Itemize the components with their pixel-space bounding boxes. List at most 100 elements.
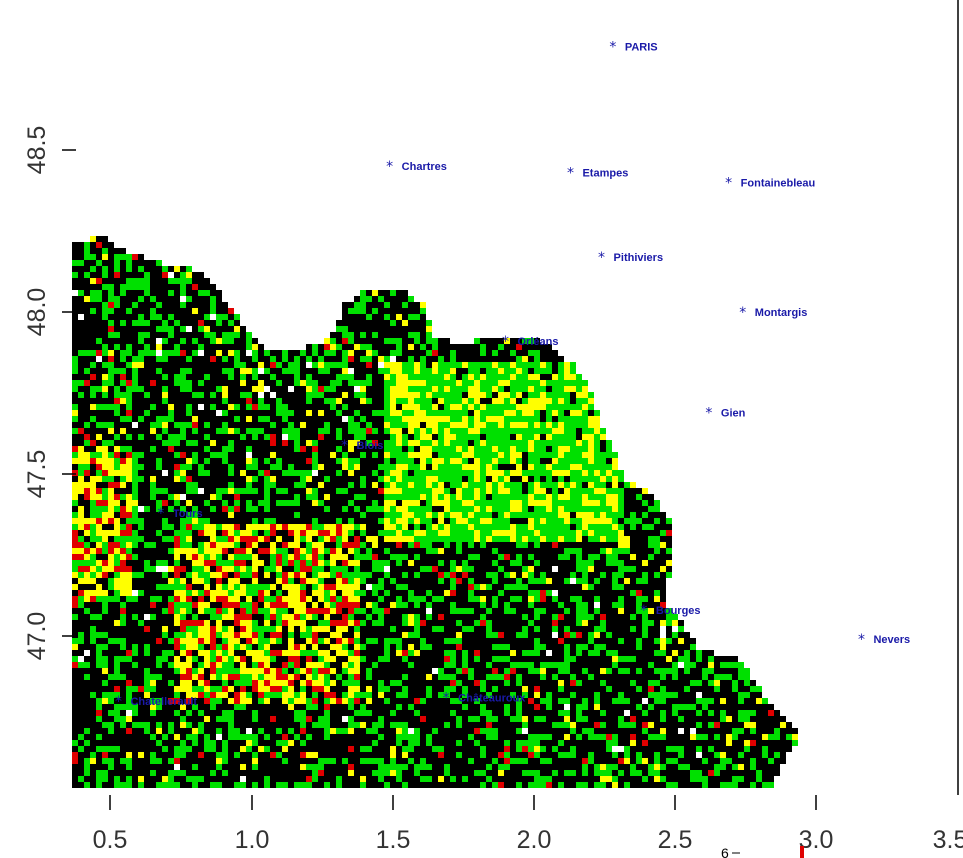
raster-cell <box>186 356 192 362</box>
raster-cell <box>498 338 504 344</box>
raster-cell <box>264 494 270 500</box>
raster-cell <box>138 620 144 626</box>
raster-cell <box>468 566 474 572</box>
raster-cell <box>288 380 294 386</box>
raster-cell <box>84 470 90 476</box>
raster-cell <box>438 386 444 392</box>
raster-cell <box>504 452 510 458</box>
raster-cell <box>570 452 576 458</box>
raster-cell <box>234 464 240 470</box>
raster-cell <box>336 368 342 374</box>
raster-cell <box>180 596 186 602</box>
raster-cell <box>216 380 222 386</box>
raster-cell <box>210 386 216 392</box>
raster-cell <box>234 416 240 422</box>
raster-cell <box>390 512 396 518</box>
raster-cell <box>528 350 534 356</box>
raster-cell <box>234 452 240 458</box>
raster-cell <box>102 350 108 356</box>
raster-cell <box>468 524 474 530</box>
raster-cell <box>186 380 192 386</box>
raster-cell <box>90 614 96 620</box>
raster-cell <box>498 560 504 566</box>
raster-cell <box>300 422 306 428</box>
raster-cell <box>396 596 402 602</box>
raster-cell <box>144 368 150 374</box>
raster-cell <box>336 326 342 332</box>
raster-cell <box>192 494 198 500</box>
raster-cell <box>360 290 366 296</box>
raster-cell <box>462 506 468 512</box>
raster-cell <box>174 392 180 398</box>
raster-cell <box>384 524 390 530</box>
raster-cell <box>72 488 78 494</box>
raster-cell <box>168 620 174 626</box>
raster-cell <box>210 500 216 506</box>
raster-cell <box>96 548 102 554</box>
raster-cell <box>132 506 138 512</box>
raster-cell <box>324 338 330 344</box>
raster-cell <box>288 368 294 374</box>
raster-cell <box>102 332 108 338</box>
raster-cell <box>468 512 474 518</box>
raster-cell <box>456 410 462 416</box>
raster-cell <box>432 548 438 554</box>
raster-cell <box>120 374 126 380</box>
raster-cell <box>216 440 222 446</box>
raster-cell <box>276 488 282 494</box>
raster-cell <box>456 554 462 560</box>
raster-cell <box>630 578 636 584</box>
raster-cell <box>630 554 636 560</box>
raster-cell <box>552 584 558 590</box>
raster-cell <box>234 368 240 374</box>
raster-cell <box>450 416 456 422</box>
raster-cell <box>612 524 618 530</box>
raster-cell <box>366 476 372 482</box>
raster-cell <box>498 434 504 440</box>
raster-cell <box>546 620 552 626</box>
raster-cell <box>534 614 540 620</box>
raster-cell <box>234 524 240 530</box>
raster-cell <box>156 542 162 548</box>
raster-cell <box>564 620 570 626</box>
raster-cell <box>84 314 90 320</box>
raster-cell <box>354 560 360 566</box>
raster-cell <box>594 434 600 440</box>
raster-cell <box>528 344 534 350</box>
raster-cell <box>270 362 276 368</box>
raster-cell <box>342 350 348 356</box>
raster-cell <box>192 560 198 566</box>
raster-cell <box>162 512 168 518</box>
raster-cell <box>72 344 78 350</box>
raster-cell <box>234 386 240 392</box>
raster-cell <box>564 380 570 386</box>
raster-cell <box>450 386 456 392</box>
raster-cell <box>108 416 114 422</box>
raster-cell <box>84 476 90 482</box>
raster-cell <box>162 554 168 560</box>
raster-cell <box>72 548 78 554</box>
raster-cell <box>366 566 372 572</box>
raster-cell <box>84 392 90 398</box>
raster-cell <box>504 434 510 440</box>
raster-cell <box>156 590 162 596</box>
raster-cell <box>360 476 366 482</box>
raster-cell <box>570 542 576 548</box>
raster-cell <box>150 272 156 278</box>
raster-cell <box>300 368 306 374</box>
raster-cell <box>90 374 96 380</box>
raster-cell <box>78 554 84 560</box>
raster-cell <box>330 386 336 392</box>
raster-cell <box>138 596 144 602</box>
raster-cell <box>108 278 114 284</box>
raster-cell <box>276 356 282 362</box>
raster-cell <box>456 614 462 620</box>
raster-cell <box>294 596 300 602</box>
raster-cell <box>432 626 438 632</box>
raster-cell <box>564 416 570 422</box>
raster-cell <box>324 512 330 518</box>
raster-cell <box>174 290 180 296</box>
raster-cell <box>78 350 84 356</box>
raster-cell <box>480 530 486 536</box>
raster-cell <box>102 242 108 248</box>
